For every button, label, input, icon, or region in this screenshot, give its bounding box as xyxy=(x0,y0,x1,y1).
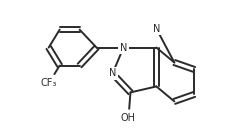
Text: N: N xyxy=(153,24,160,34)
Text: N: N xyxy=(120,43,127,53)
Text: N: N xyxy=(109,68,116,78)
Text: OH: OH xyxy=(121,113,136,123)
Text: CF₃: CF₃ xyxy=(41,78,57,88)
